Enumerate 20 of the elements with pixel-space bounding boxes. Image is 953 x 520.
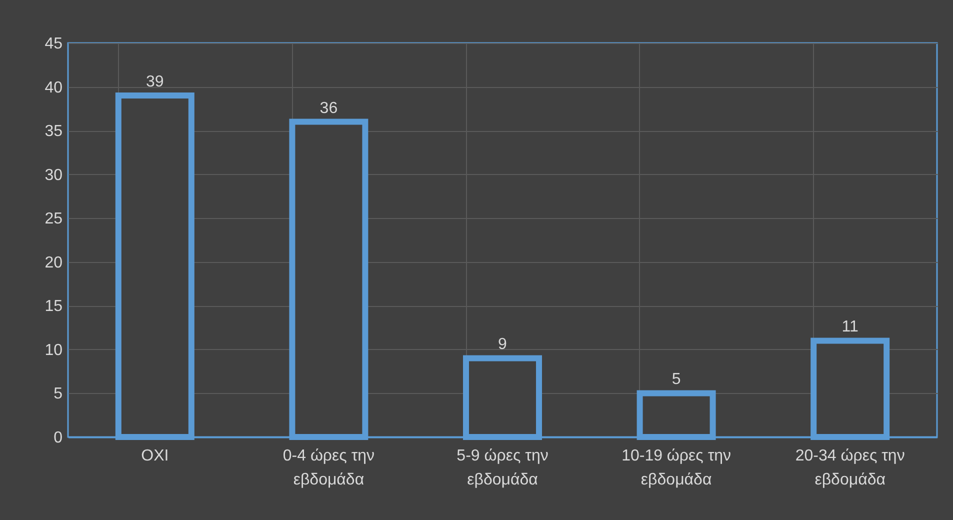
data-label: 39 [146, 74, 164, 91]
data-label: 5 [672, 371, 681, 388]
data-label: 9 [498, 336, 508, 354]
y-tick-label: 35 [44, 123, 63, 140]
data-label: 36 [320, 100, 338, 117]
data-label: 11 [842, 318, 859, 336]
y-tick-label: 0 [54, 430, 63, 446]
y-tick-label: 10 [44, 342, 63, 359]
x-tick-label: ΟΧΙ [141, 448, 169, 464]
y-tick-label: 15 [44, 298, 63, 316]
y-tick-label: 5 [54, 386, 63, 403]
x-tick-label: 20-34 ώρες την εβδομάδα [795, 448, 905, 488]
y-tick-label: 30 [44, 166, 63, 184]
x-tick-label: 5-9 ώρες την εβδομάδα [456, 448, 548, 488]
y-tick-label: 25 [44, 210, 63, 228]
x-tick-label: 10-19 ώρες την εβδομάδα [622, 448, 732, 488]
y-tick-label: 45 [44, 36, 63, 52]
y-tick-label: 40 [44, 79, 63, 96]
y-tick-label: 20 [44, 254, 63, 272]
x-tick-label: 0-4 ώρες την εβδομάδα [282, 448, 375, 488]
